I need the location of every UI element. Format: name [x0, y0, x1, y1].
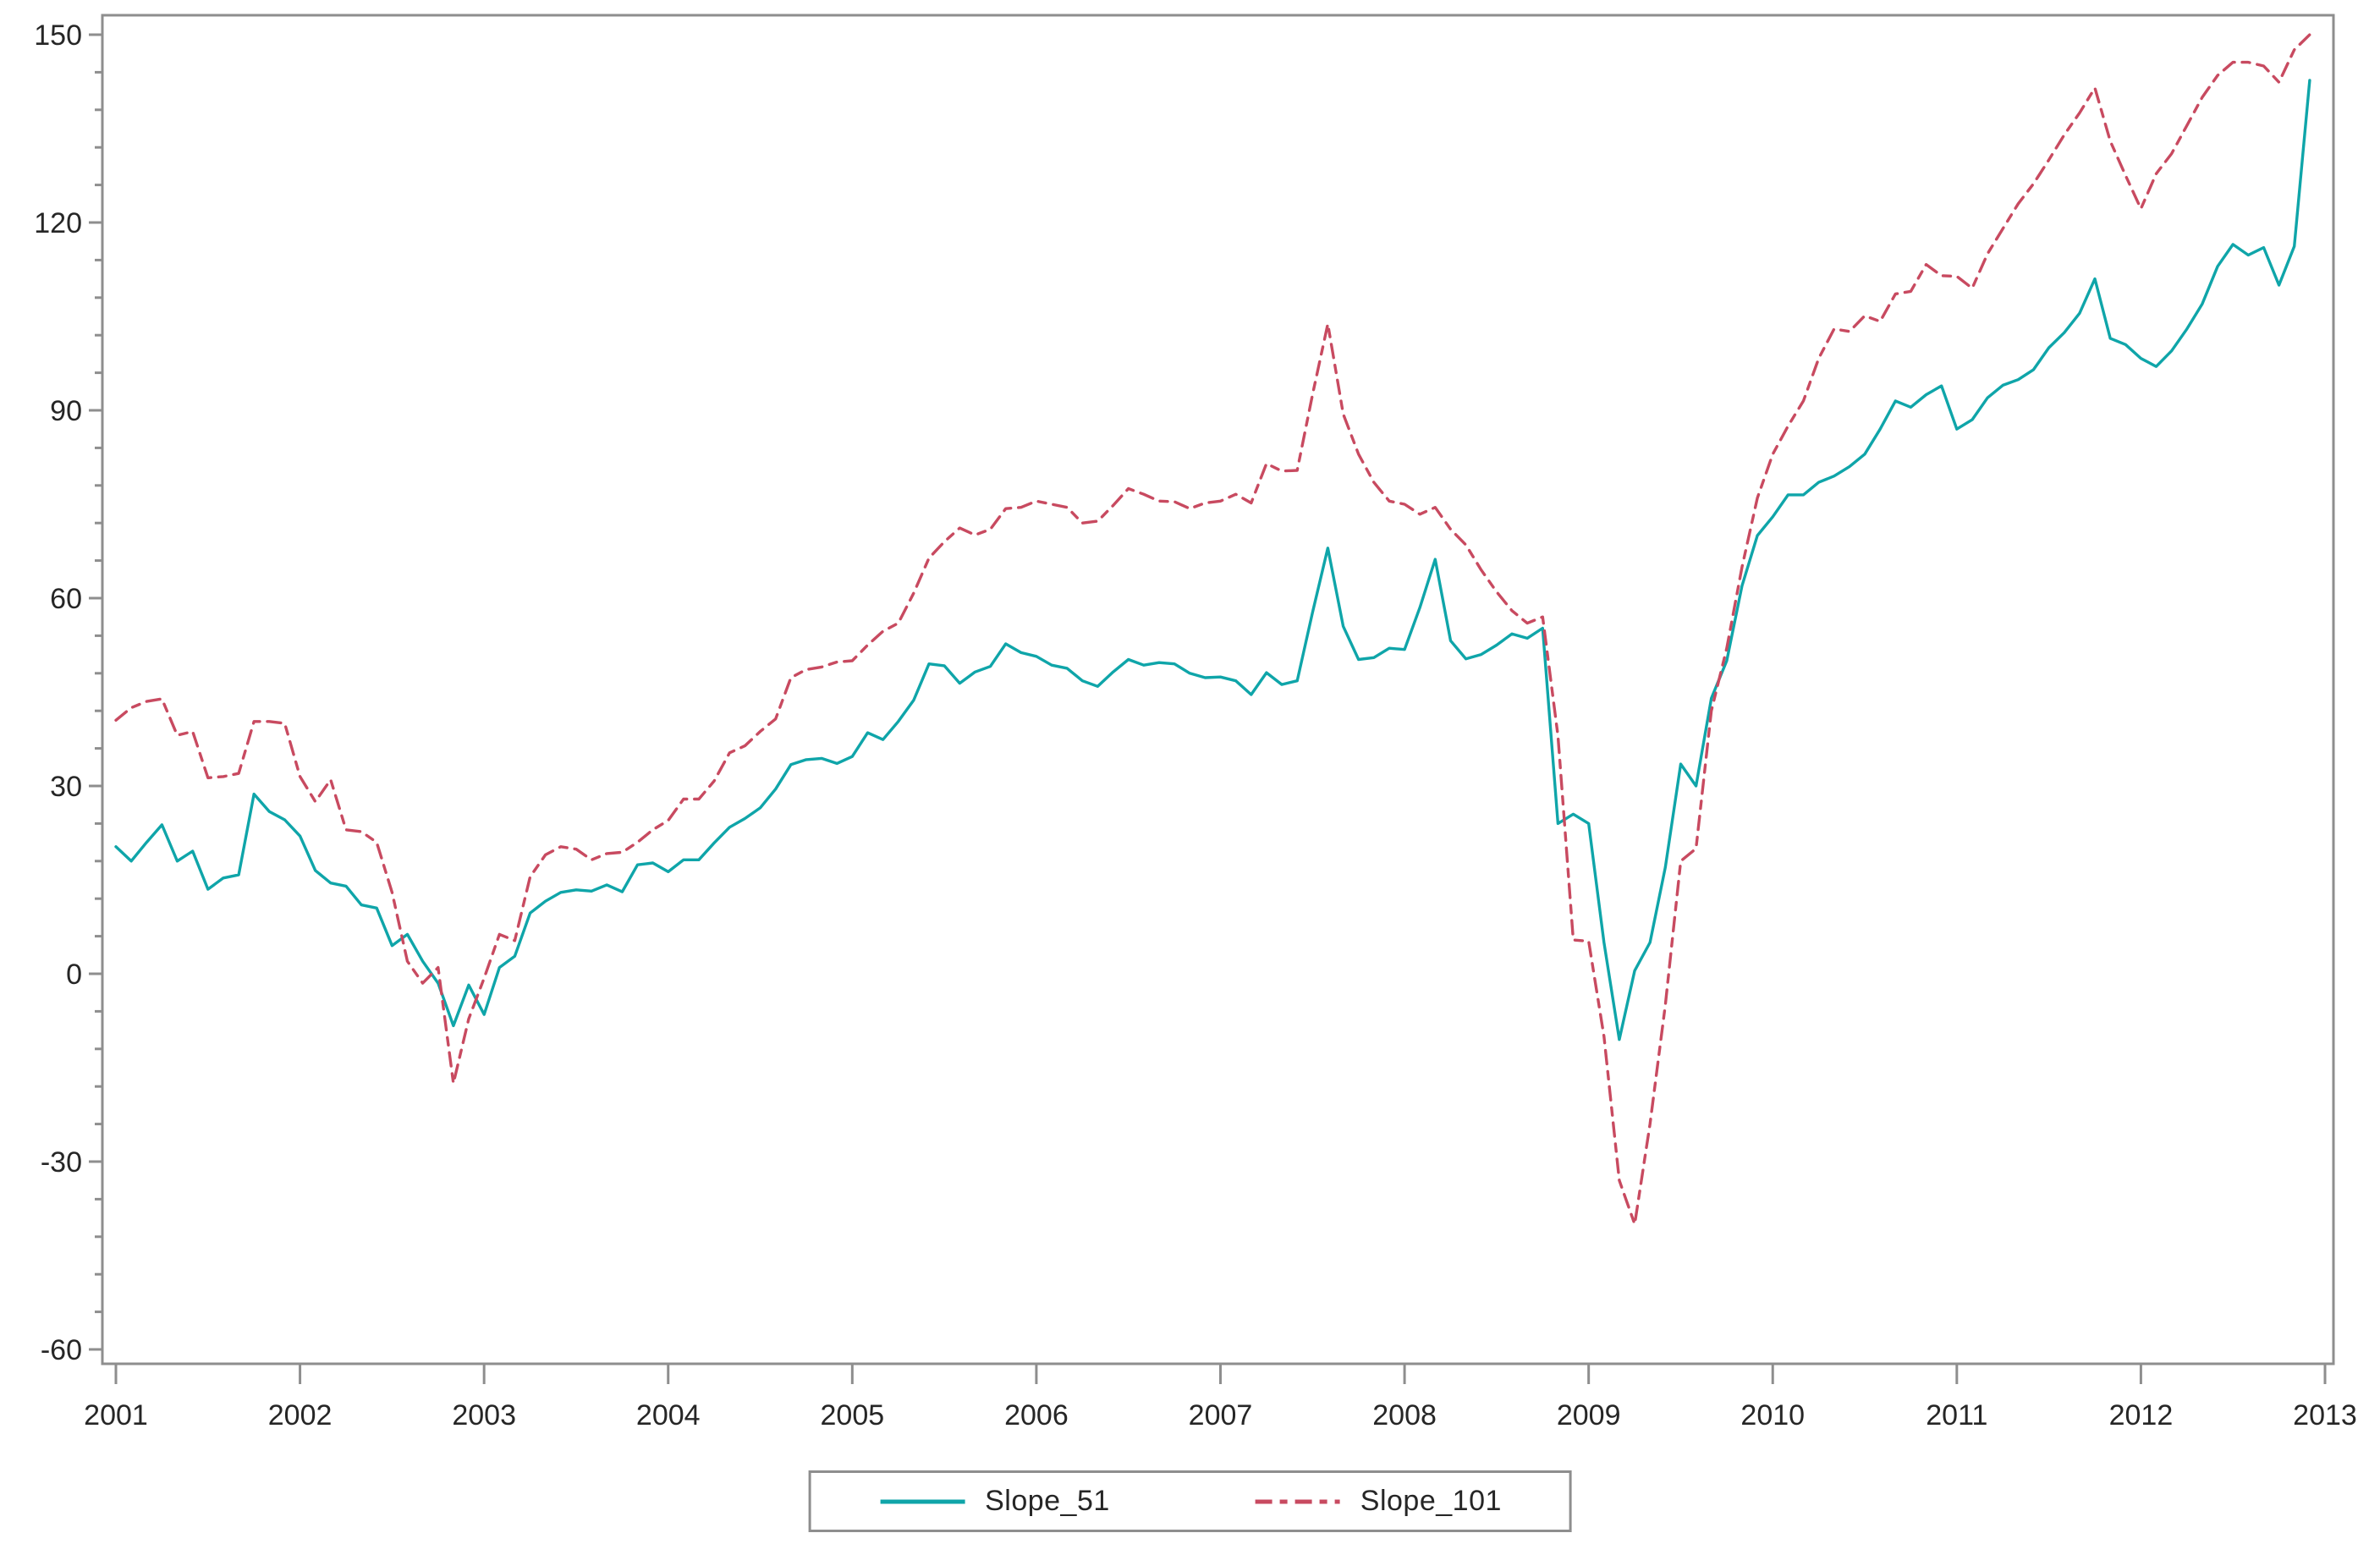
legend-label-slope-101: Slope_101: [1360, 1485, 1502, 1517]
slope-51-line-swatch-icon: [880, 1499, 965, 1503]
legend-item-slope-51: Slope_51: [878, 1485, 1110, 1518]
slope-101-line-swatch-icon: [1255, 1499, 1340, 1503]
slope-51-line: [114, 79, 2311, 1041]
x-axis-tick-label: 2013: [2293, 1399, 2357, 1431]
slope-101-line: [114, 33, 2311, 1226]
x-axis-tick-label: 2010: [1740, 1399, 1805, 1431]
y-axis-tick-label: 30: [50, 771, 82, 803]
y-axis-tick-label: 120: [34, 207, 82, 239]
x-axis-tick-label: 2002: [268, 1399, 333, 1431]
x-axis-tick-label: 2008: [1372, 1399, 1437, 1431]
x-axis-tick-label: 2006: [1004, 1399, 1069, 1431]
x-axis-tick-label: 2011: [1926, 1399, 1987, 1431]
legend-item-slope-101: Slope_101: [1254, 1485, 1502, 1518]
y-axis-tick-label: -60: [41, 1334, 82, 1366]
x-axis-tick-label: 2004: [636, 1399, 701, 1431]
y-axis-tick-label: 0: [66, 959, 82, 991]
x-axis-tick-label: 2003: [452, 1399, 516, 1431]
y-axis-tick-label: -30: [41, 1146, 82, 1179]
y-axis-tick-label: 90: [50, 395, 82, 427]
x-axis-tick-label: 2009: [1557, 1399, 1621, 1431]
y-axis-tick-label: 150: [34, 19, 82, 52]
x-axis-tick-label: 2005: [821, 1399, 885, 1431]
x-axis-tick-label: 2007: [1189, 1399, 1253, 1431]
legend-label-slope-51: Slope_51: [985, 1485, 1110, 1517]
x-axis-tick-label: 2001: [84, 1399, 148, 1431]
y-axis-tick-label: 60: [50, 583, 82, 615]
legend: Slope_51 Slope_101: [808, 1470, 1572, 1532]
x-axis-tick-label: 2012: [2109, 1399, 2174, 1431]
plot-frame: [101, 14, 2335, 1365]
